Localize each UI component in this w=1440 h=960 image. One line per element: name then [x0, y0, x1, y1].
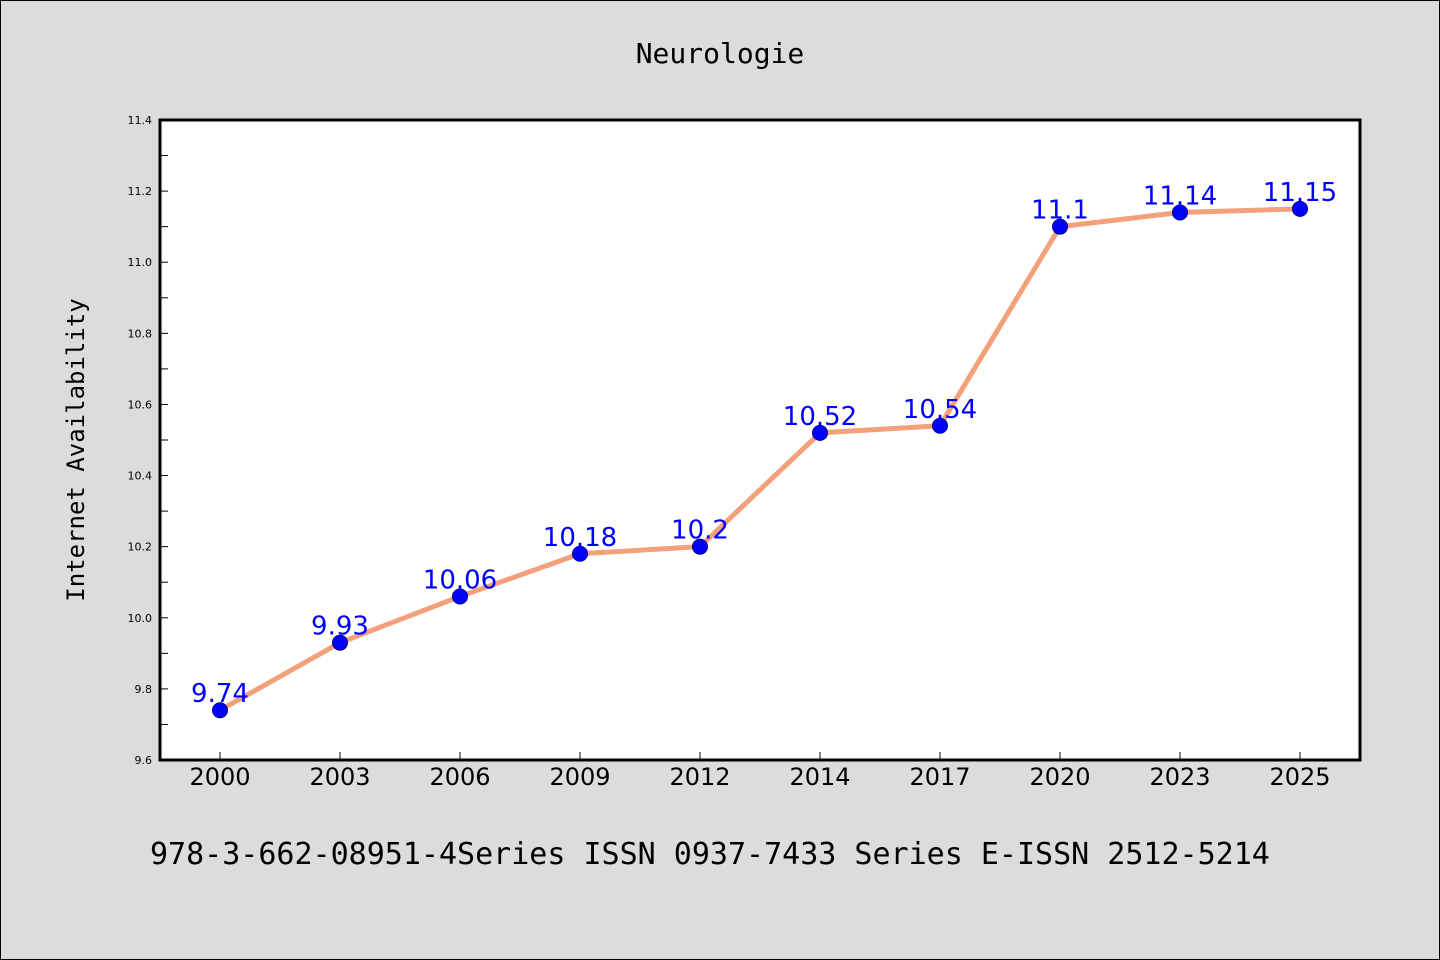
data-point — [812, 424, 828, 441]
data-point — [932, 417, 948, 434]
x-tick-label: 2025 — [1269, 763, 1330, 791]
y-tick-label: 10.6 — [128, 398, 153, 411]
chart-title: Neurologie — [636, 37, 805, 70]
data-label: 10.54 — [903, 395, 977, 425]
y-tick-label: 11.4 — [128, 114, 153, 127]
data-point — [1052, 218, 1068, 235]
data-label: 10.2 — [671, 516, 729, 546]
y-tick-label: 11.2 — [128, 185, 153, 198]
x-tick-label: 2000 — [189, 763, 250, 791]
x-tick-label: 2017 — [909, 763, 970, 791]
series-line — [218, 206, 1301, 713]
data-point — [452, 588, 468, 605]
y-tick-label: 10.4 — [128, 470, 153, 483]
data-point — [1292, 200, 1308, 217]
footer-isbn-text: 978-3-662-08951-4Series ISSN 0937-7433 S… — [150, 837, 1270, 872]
data-point — [1172, 204, 1188, 221]
data-point — [212, 702, 228, 719]
data-label: 10.52 — [783, 402, 857, 432]
data-point — [692, 538, 708, 555]
y-axis-label: Internet Availability — [62, 298, 90, 601]
x-tick-label: 2014 — [789, 763, 850, 791]
data-label: 11.1 — [1031, 196, 1089, 226]
data-label: 11.14 — [1143, 181, 1217, 211]
y-tick-label: 9.6 — [135, 754, 153, 767]
x-tick-label: 2023 — [1149, 763, 1210, 791]
data-label: 11.15 — [1263, 178, 1337, 208]
data-label: 9.74 — [191, 679, 249, 709]
data-point — [572, 545, 588, 562]
x-tick-label: 2003 — [309, 763, 370, 791]
data-point — [332, 634, 348, 651]
y-axis: 9.6 9.8 10.0 10.2 10.4 10.6 10.8 11.0 11.2 11.4 — [128, 114, 168, 767]
y-tick-label: 10.0 — [128, 612, 153, 625]
x-tick-label: 2009 — [549, 763, 610, 791]
y-tick-label: 9.8 — [135, 683, 153, 696]
y-tick-label: 10.8 — [128, 327, 153, 340]
x-tick-label: 2006 — [429, 763, 490, 791]
x-tick-label: 2020 — [1029, 763, 1090, 791]
y-tick-label: 11.0 — [128, 256, 153, 269]
data-label: 10.06 — [423, 565, 497, 595]
plot-area — [158, 118, 1362, 762]
data-label: 9.93 — [311, 612, 369, 642]
data-markers — [212, 200, 1308, 719]
x-axis: 2000 2003 2006 2009 2012 2014 2017 2020 2023 2025 — [189, 752, 1331, 791]
data-labels: 9.74 9.93 10.06 10.18 10.2 10.52 10.54 11.1 11.1… — [191, 178, 1337, 709]
data-label: 10.18 — [543, 523, 617, 553]
y-tick-label: 10.2 — [128, 541, 153, 554]
x-tick-label: 2012 — [669, 763, 730, 791]
